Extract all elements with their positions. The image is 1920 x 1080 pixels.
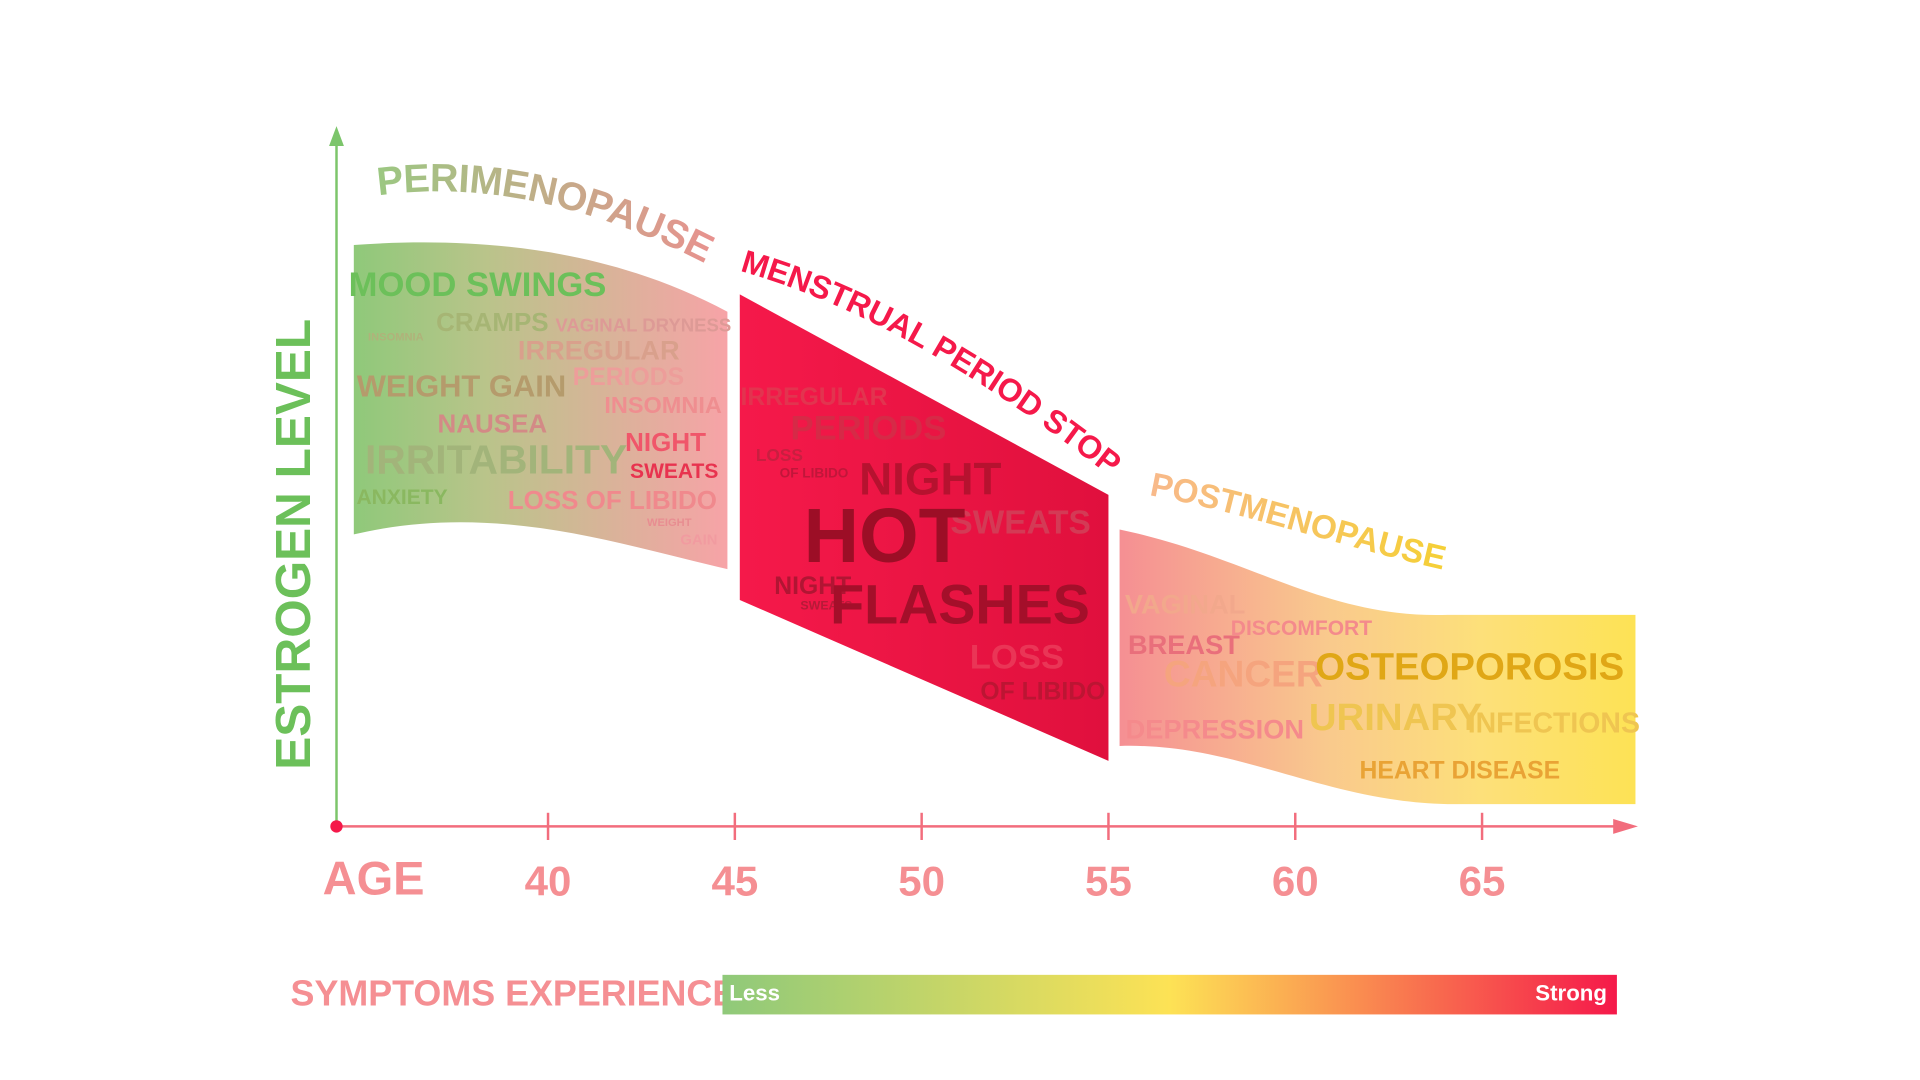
symptom: DISCOMFORT	[1231, 617, 1372, 640]
symptom: OF LIBIDO	[780, 465, 849, 480]
symptom: OSTEOPOROSIS	[1315, 645, 1624, 688]
symptom: MOOD SWINGS	[349, 266, 607, 304]
symptom: INFECTIONS	[1468, 707, 1640, 739]
symptom: PERIODS	[573, 364, 684, 391]
x-axis-label: AGE	[323, 851, 425, 904]
symptom: HEART DISEASE	[1359, 757, 1560, 784]
phase-band	[353, 242, 728, 570]
symptom: BREAST	[1128, 629, 1240, 660]
symptom: DEPRESSION	[1126, 713, 1304, 744]
symptom: SWEATS	[800, 598, 852, 612]
symptom: VAGINAL DRYNESS	[555, 315, 731, 336]
symptom: IRRITABILITY	[365, 436, 627, 482]
symptom: GAIN	[680, 533, 717, 549]
symptom: NIGHT	[859, 454, 1001, 505]
age-label: 60	[1272, 858, 1319, 905]
symptom: PERIODS	[791, 410, 947, 448]
symptom: VAGINAL	[1125, 588, 1245, 619]
age-label: 65	[1459, 858, 1506, 905]
symptom: SWEATS	[950, 504, 1090, 541]
symptom: HOT	[804, 494, 966, 579]
symptom: FLASHES	[830, 573, 1090, 635]
age-label: 40	[525, 858, 572, 905]
symptom: LOSS	[970, 639, 1064, 677]
symptom: LOSS	[756, 445, 803, 465]
legend-low: Less	[729, 981, 780, 1006]
symptom: WEIGHT	[647, 517, 692, 529]
age-label: 45	[711, 858, 758, 905]
symptom: OF LIBIDO	[980, 678, 1105, 705]
origin	[330, 820, 343, 833]
y-axis-label: ESTROGEN LEVEL	[266, 319, 321, 770]
symptom: URINARY	[1309, 696, 1482, 739]
symptom: NAUSEA	[438, 408, 548, 438]
legend-bar	[722, 974, 1617, 1015]
symptom: SWEATS	[630, 460, 718, 483]
symptom: LOSS OF LIBIDO	[508, 485, 717, 515]
x-arrow	[1613, 818, 1638, 834]
y-arrow	[329, 126, 344, 146]
symptom: INSOMNIA	[604, 392, 722, 418]
symptom: CRAMPS	[436, 307, 549, 337]
symptom: IRREGULAR	[741, 384, 888, 411]
symptom: IRREGULAR	[518, 335, 680, 366]
symptom: NIGHT	[774, 573, 851, 600]
phase-band	[1119, 529, 1636, 805]
age-label: 50	[898, 858, 945, 905]
symptom: ANXIETY	[357, 486, 448, 509]
symptom: NIGHT	[625, 427, 706, 457]
symptom: INSOMNIA	[368, 332, 424, 344]
symptom: WEIGHT GAIN	[357, 369, 566, 404]
legend-title: SYMPTOMS EXPERIENCE	[291, 973, 737, 1013]
symptom: CANCER	[1164, 652, 1323, 694]
phase-band	[739, 294, 1109, 761]
legend-high: Strong	[1535, 981, 1607, 1006]
age-label: 55	[1085, 858, 1132, 905]
